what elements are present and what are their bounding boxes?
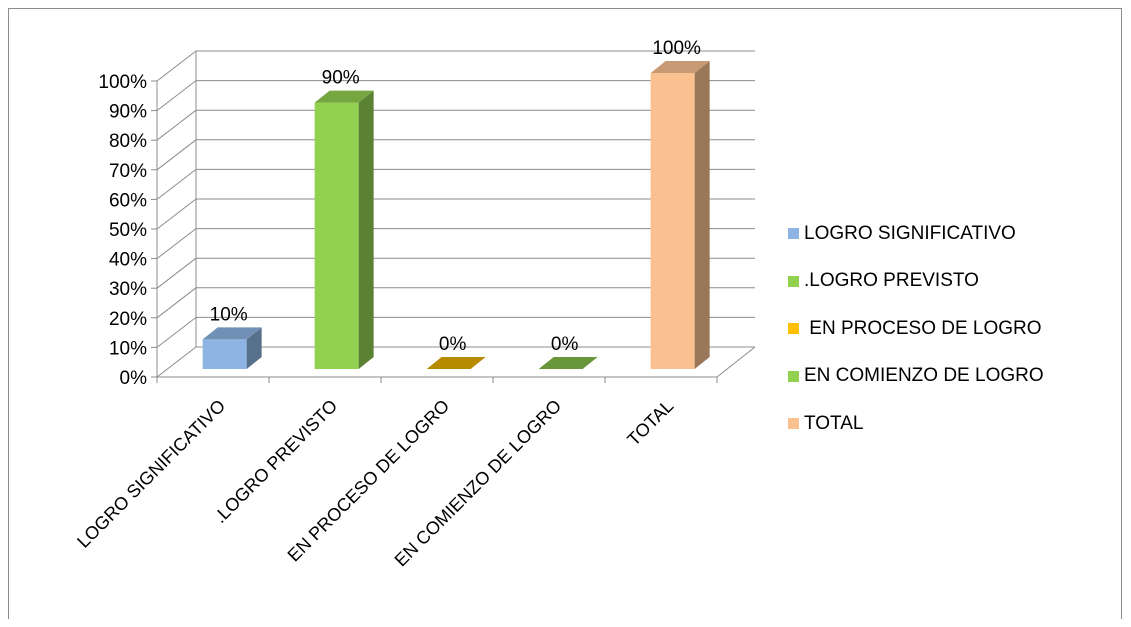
- bar-side: [358, 90, 374, 369]
- legend-swatch: [788, 418, 799, 430]
- bar-front: [314, 102, 359, 369]
- legend-item-logro-previsto: .LOGRO PREVISTO: [788, 258, 1044, 306]
- y-tick-label: 80%: [109, 131, 147, 152]
- data-label: 90%: [322, 68, 360, 89]
- bar: [202, 327, 262, 369]
- bar-top: [202, 327, 262, 340]
- legend-item-en-proceso-de-logro: EN PROCESO DE LOGRO: [788, 305, 1044, 353]
- bar-side: [246, 327, 262, 369]
- gridline-diagonal: [156, 257, 197, 289]
- y-tick-label: 0%: [120, 368, 148, 389]
- y-tick-label: 40%: [109, 250, 147, 271]
- y-tick-label: 100%: [98, 72, 147, 93]
- legend-swatch: [788, 323, 799, 335]
- gridline-diagonal: [156, 109, 197, 141]
- gridline-diagonal: [156, 169, 197, 200]
- gridline-diagonal: [156, 50, 197, 82]
- bar-top: [538, 357, 598, 369]
- legend-swatch: [788, 370, 799, 382]
- y-tick-label: 70%: [109, 161, 147, 182]
- y-tick-label: 90%: [109, 102, 147, 123]
- bar-top: [314, 90, 374, 103]
- x-category-label: .LOGRO PREVISTO: [210, 396, 341, 527]
- legend-label: TOTAL: [804, 412, 864, 434]
- gridline-diagonal: [156, 228, 197, 259]
- bar: [314, 90, 374, 369]
- gridline-diagonal: [156, 198, 197, 230]
- y-tick-label: 30%: [109, 279, 147, 300]
- gridline-diagonal: [156, 139, 197, 171]
- legend-item-logro-significativo: LOGRO SIGNIFICATIVO: [788, 210, 1044, 258]
- gridline-diagonal: [156, 287, 197, 319]
- y-tick-label: 60%: [109, 190, 147, 211]
- y-tick-label: 50%: [109, 220, 147, 241]
- legend-swatch: [788, 228, 799, 240]
- y-tick-label: 10%: [109, 338, 147, 359]
- y-axis-ticks: 0% 10% 20% 30% 40% 50% 60% 70% 80% 90% 100%: [98, 72, 147, 389]
- floor-right-edge: [716, 346, 756, 378]
- data-label: 100%: [652, 38, 701, 59]
- legend-label: EN PROCESO DE LOGRO: [804, 317, 1042, 339]
- legend-item-en-comienzo-de-logro: EN COMIENZO DE LOGRO: [788, 353, 1044, 401]
- bar-top: [426, 357, 486, 369]
- x-category-label: TOTAL: [623, 396, 677, 450]
- gridline-diagonal: [156, 346, 197, 378]
- legend-label: EN COMIENZO DE LOGRO: [804, 365, 1044, 387]
- chart-frame: [8, 8, 1122, 619]
- legend-item-total: TOTAL: [788, 400, 1044, 448]
- bar: [538, 357, 598, 369]
- bar-side: [694, 61, 710, 369]
- data-label: 0%: [439, 334, 467, 355]
- data-label: 0%: [551, 334, 579, 355]
- y-tick-label: 20%: [109, 309, 147, 330]
- legend-label: .LOGRO PREVISTO: [804, 270, 979, 292]
- bar-front: [202, 339, 247, 369]
- data-label: 10%: [210, 304, 248, 325]
- bar: [650, 61, 710, 369]
- legend: LOGRO SIGNIFICATIVO .LOGRO PREVISTO EN P…: [788, 210, 1044, 448]
- gridline-diagonal: [156, 80, 197, 111]
- bar: [426, 357, 486, 369]
- data-labels: 10% 90% 0% 0% 100%: [210, 38, 701, 355]
- x-category-label: LOGRO SIGNIFICATIVO: [73, 396, 229, 552]
- legend-swatch: [788, 275, 799, 287]
- bar-top: [650, 61, 710, 73]
- bars: [202, 61, 710, 369]
- bar-front: [650, 73, 695, 369]
- gridline-diagonal: [156, 317, 197, 348]
- legend-label: LOGRO SIGNIFICATIVO: [804, 222, 1016, 244]
